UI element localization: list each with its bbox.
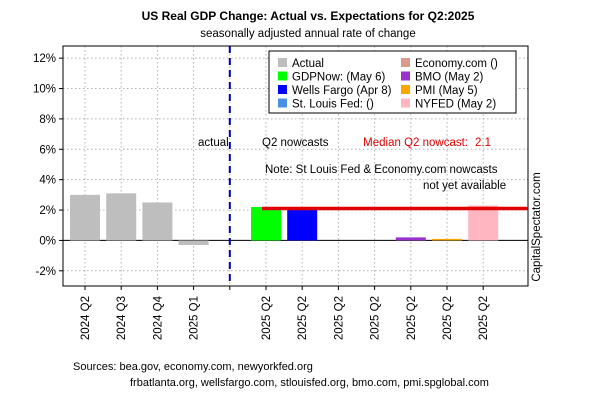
watermark: CapitalSpectator.com: [531, 172, 543, 281]
y-tick-label: 4%: [39, 175, 56, 187]
legend-label: Wells Fargo (Apr 8): [292, 85, 392, 97]
x-tick-label: 2025 Q2: [297, 296, 309, 340]
legend-swatch: [278, 98, 287, 108]
nowcast-label: Q2 nowcasts: [262, 137, 329, 149]
bar: [70, 194, 100, 241]
bar: [287, 210, 318, 241]
x-tick-label: 2025 Q2: [478, 296, 490, 340]
legend-label: Actual: [292, 58, 324, 70]
y-tick-label: 8%: [39, 114, 56, 126]
bar: [142, 202, 173, 241]
plot-frame: [62, 45, 529, 287]
legend-swatch: [278, 71, 287, 81]
legend-label: PMI (May 5): [415, 85, 478, 97]
sources-line-2: frbatlanta.org, wellsfargo.com, stlouisf…: [130, 377, 489, 389]
y-tick-label: 0%: [39, 235, 56, 247]
bar: [106, 193, 137, 241]
y-tick-label: 12%: [33, 53, 56, 65]
chart-subtitle: seasonally adjusted annual rate of chang…: [200, 28, 415, 40]
x-tick-label: 2024 Q2: [80, 296, 92, 340]
x-tick-label: 2025 Q2: [370, 296, 382, 340]
median-nowcast-label: Median Q2 nowcast:: [363, 137, 468, 149]
legend-label: BMO (May 2): [415, 72, 484, 84]
chart-title: US Real GDP Change: Actual vs. Expectati…: [142, 9, 475, 23]
legend-label: Economy.com (): [415, 58, 498, 70]
legend-swatch: [401, 85, 410, 94]
note-line-1: Note: St Louis Fed & Economy.com nowcast…: [265, 164, 498, 176]
legend: Actual GDPNow: (May 6)Wells Fargo (Apr 8)…: [268, 50, 517, 114]
bar: [395, 237, 426, 241]
legend-swatch: [401, 71, 410, 81]
bar: [178, 240, 209, 245]
y-tick-label: 6%: [39, 144, 56, 156]
x-tick-label: 2025 Q2: [406, 296, 418, 340]
x-tick-label: 2025 Q2: [261, 296, 273, 340]
sources-line-1: Sources: bea.gov, economy.com, newyorkfe…: [73, 361, 313, 373]
y-tick-label: 2%: [39, 205, 56, 217]
actual-label: actual: [198, 137, 229, 149]
bar: [251, 207, 281, 241]
legend-label: St. Louis Fed: (): [292, 99, 374, 111]
note-line-2: not yet available: [423, 180, 506, 192]
legend-swatch: [401, 98, 410, 108]
median-nowcast-value: 2.1: [475, 137, 491, 149]
legend-swatch: [278, 58, 287, 67]
x-tick-label: 2025 Q2: [442, 296, 454, 340]
bar: [468, 205, 499, 241]
x-tick-label: 2025 Q2: [333, 296, 345, 340]
legend-label: GDPNow: (May 6): [292, 72, 385, 84]
bar: [432, 238, 462, 241]
y-tick-label: -2%: [36, 266, 56, 278]
legend-swatch: [401, 58, 410, 67]
legend-swatch: [278, 85, 287, 94]
y-tick-label: 10%: [33, 84, 56, 96]
legend-label: NYFED (May 2): [415, 99, 496, 111]
x-tick-label: 2025 Q1: [189, 296, 201, 340]
legend-box: [268, 50, 517, 114]
x-tick-label: 2024 Q3: [116, 296, 128, 340]
x-tick-label: 2024 Q4: [152, 295, 164, 340]
